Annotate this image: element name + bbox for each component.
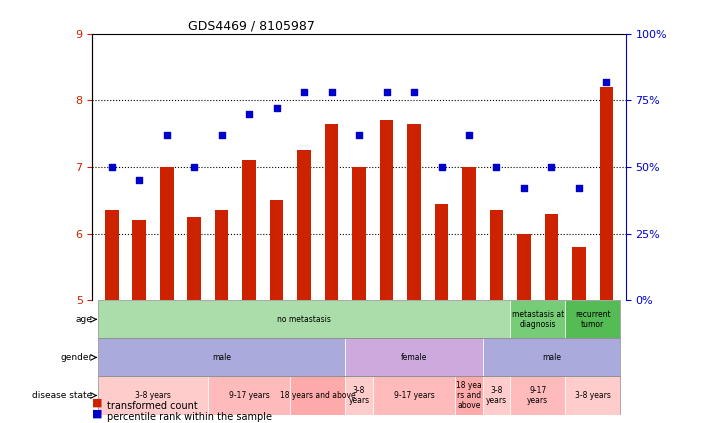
Bar: [160, 167, 173, 300]
Text: 9-17 years: 9-17 years: [394, 391, 434, 400]
FancyBboxPatch shape: [373, 376, 455, 415]
Bar: [352, 167, 366, 300]
FancyBboxPatch shape: [510, 300, 565, 338]
Text: no metastasis: no metastasis: [277, 315, 331, 324]
Bar: [242, 160, 256, 300]
Point: [408, 89, 419, 96]
Text: 18 yea
rs and
above: 18 yea rs and above: [456, 381, 482, 410]
Point: [601, 78, 612, 85]
Text: recurrent
tumor: recurrent tumor: [575, 310, 611, 329]
Text: age: age: [75, 315, 92, 324]
Point: [353, 132, 365, 138]
Point: [299, 89, 310, 96]
Bar: [434, 204, 449, 300]
Bar: [269, 201, 284, 300]
Point: [134, 177, 145, 184]
FancyBboxPatch shape: [483, 376, 510, 415]
Text: transformed count: transformed count: [107, 401, 198, 411]
Bar: [462, 167, 476, 300]
Text: percentile rank within the sample: percentile rank within the sample: [107, 412, 272, 422]
Text: metastasis at
diagnosis: metastasis at diagnosis: [512, 310, 564, 329]
FancyBboxPatch shape: [346, 338, 483, 376]
Bar: [98, 300, 620, 338]
Bar: [517, 233, 531, 300]
Bar: [132, 220, 146, 300]
Bar: [407, 124, 421, 300]
Text: 3-8
years: 3-8 years: [348, 386, 370, 405]
Bar: [105, 210, 119, 300]
Text: male: male: [212, 353, 231, 362]
Bar: [325, 124, 338, 300]
Bar: [215, 210, 228, 300]
Point: [381, 89, 392, 96]
FancyBboxPatch shape: [565, 376, 620, 415]
Text: female: female: [401, 353, 427, 362]
Bar: [599, 87, 614, 300]
FancyBboxPatch shape: [483, 338, 620, 376]
FancyBboxPatch shape: [455, 376, 483, 415]
Text: ■: ■: [92, 398, 103, 408]
Point: [243, 110, 255, 117]
Text: 3-8
years: 3-8 years: [486, 386, 507, 405]
Bar: [98, 338, 620, 376]
Text: 18 years and above: 18 years and above: [280, 391, 356, 400]
Point: [546, 164, 557, 170]
FancyBboxPatch shape: [98, 376, 208, 415]
Text: gender: gender: [60, 353, 92, 362]
Bar: [545, 214, 558, 300]
Text: 3-8 years: 3-8 years: [574, 391, 611, 400]
Point: [271, 105, 282, 112]
Point: [491, 164, 502, 170]
FancyBboxPatch shape: [98, 300, 510, 338]
Text: ■: ■: [92, 409, 103, 419]
Bar: [490, 210, 503, 300]
Bar: [572, 247, 586, 300]
FancyBboxPatch shape: [208, 376, 290, 415]
FancyBboxPatch shape: [98, 338, 346, 376]
Point: [161, 132, 172, 138]
Point: [216, 132, 228, 138]
FancyBboxPatch shape: [565, 300, 620, 338]
Text: male: male: [542, 353, 561, 362]
Text: 9-17 years: 9-17 years: [229, 391, 269, 400]
Bar: [98, 376, 620, 415]
Text: 9-17
years: 9-17 years: [527, 386, 548, 405]
Bar: [297, 151, 311, 300]
FancyBboxPatch shape: [290, 376, 346, 415]
Text: 3-8 years: 3-8 years: [135, 391, 171, 400]
Bar: [380, 121, 393, 300]
FancyBboxPatch shape: [346, 376, 373, 415]
Point: [573, 185, 584, 192]
Point: [464, 132, 475, 138]
Point: [326, 89, 337, 96]
Point: [436, 164, 447, 170]
Point: [188, 164, 200, 170]
Text: disease state: disease state: [32, 391, 92, 400]
Text: GDS4469 / 8105987: GDS4469 / 8105987: [188, 20, 315, 33]
FancyBboxPatch shape: [510, 376, 565, 415]
Point: [106, 164, 117, 170]
Bar: [187, 217, 201, 300]
Point: [518, 185, 530, 192]
